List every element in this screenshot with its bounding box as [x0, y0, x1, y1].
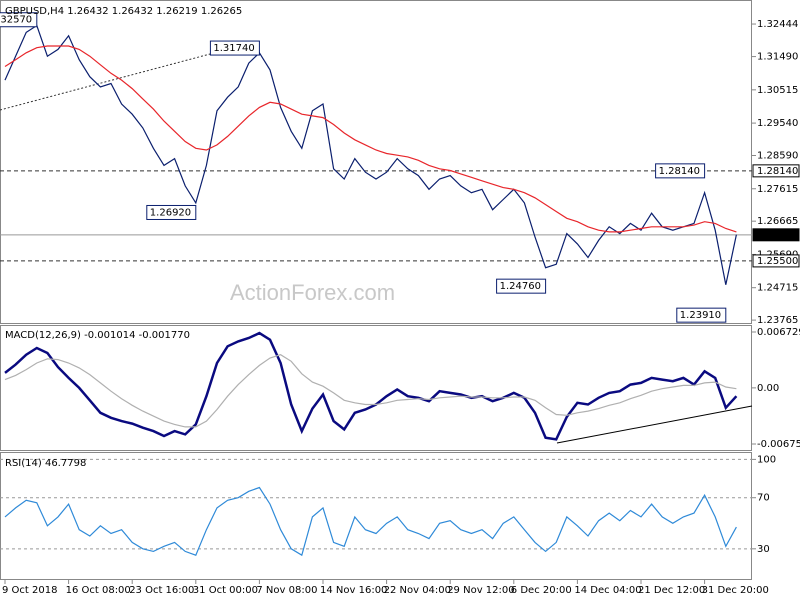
x-tick-label: 22 Nov 04:00	[384, 585, 451, 596]
x-tick-label: 29 Nov 12:00	[447, 585, 514, 596]
y-tick-label: -0.006758	[757, 439, 800, 450]
annotation-label: 1.24760	[500, 281, 541, 292]
x-tick-label: 6 Dec 20:00	[511, 585, 572, 596]
x-tick-label: 14 Dec 04:00	[574, 585, 641, 596]
y-tick-label: 1.24715	[757, 283, 798, 294]
x-tick-label: 23 Oct 16:00	[129, 585, 194, 596]
x-tick-label: 9 Oct 2018	[2, 585, 57, 596]
level-label-box	[752, 254, 800, 268]
y-tick-label: 1.31490	[757, 52, 798, 63]
y-tick-label: 100	[757, 454, 776, 465]
y-tick-label: 0.00	[757, 383, 779, 394]
annotation-label: 1.32570	[0, 15, 32, 26]
annotation-box	[146, 204, 197, 220]
annotation-label: 1.26920	[150, 207, 191, 218]
annotation-box	[209, 40, 260, 56]
y-tick-label: 1.29540	[757, 118, 798, 129]
y-tick-label: 1.32444	[757, 19, 798, 30]
y-tick-label: 1.26665	[757, 216, 798, 227]
x-tick-label: 7 Nov 08:00	[256, 585, 317, 596]
price-panel	[0, 0, 752, 324]
y-tick-label: 1.30515	[757, 85, 798, 96]
level-label: 1.26265	[757, 230, 798, 241]
annotation-label: 1.31740	[213, 43, 254, 54]
series-line	[4, 354, 737, 428]
series-line	[4, 45, 737, 233]
y-tick-label: 70	[757, 493, 770, 504]
x-tick-label: 16 Oct 08:00	[66, 585, 131, 596]
level-label-box	[752, 228, 800, 242]
panel-title: MACD(12,26,9) -0.001014 -0.001770	[5, 330, 190, 341]
macd-panel	[0, 325, 752, 451]
trend-line	[556, 405, 753, 444]
x-tick-label: 14 Nov 16:00	[320, 585, 387, 596]
annotation-label: 1.23910	[680, 310, 721, 321]
series-line	[4, 24, 737, 285]
x-tick-label: 31 Oct 00:00	[193, 585, 258, 596]
x-tick-label: 31 Dec 20:00	[702, 585, 769, 596]
x-tick-label: 21 Dec 12:00	[638, 585, 705, 596]
level-label-box	[752, 164, 800, 178]
y-tick-label: 30	[757, 544, 770, 555]
annotation-box	[676, 307, 727, 323]
series-line	[4, 331, 738, 441]
rsi-panel	[0, 452, 752, 580]
y-tick-label: 1.28590	[757, 151, 798, 162]
watermark: ActionForex.com	[230, 280, 395, 305]
panel-title: GBPUSD,H4 1.26432 1.26432 1.26219 1.2626…	[5, 6, 242, 17]
y-tick-label: 1.27615	[757, 184, 798, 195]
panel-title: RSI(14) 46.7798	[5, 458, 86, 469]
annotation-label: 1.28140	[659, 166, 700, 177]
annotation-box	[0, 12, 38, 28]
series-line	[4, 486, 737, 557]
y-tick-label: 0.006729	[757, 327, 800, 338]
y-tick-label: 1.23765	[757, 315, 798, 326]
level-label: 1.25500	[757, 256, 798, 267]
annotation-box	[655, 163, 706, 179]
level-label: 1.28140	[757, 166, 798, 177]
annotation-box	[496, 278, 547, 294]
